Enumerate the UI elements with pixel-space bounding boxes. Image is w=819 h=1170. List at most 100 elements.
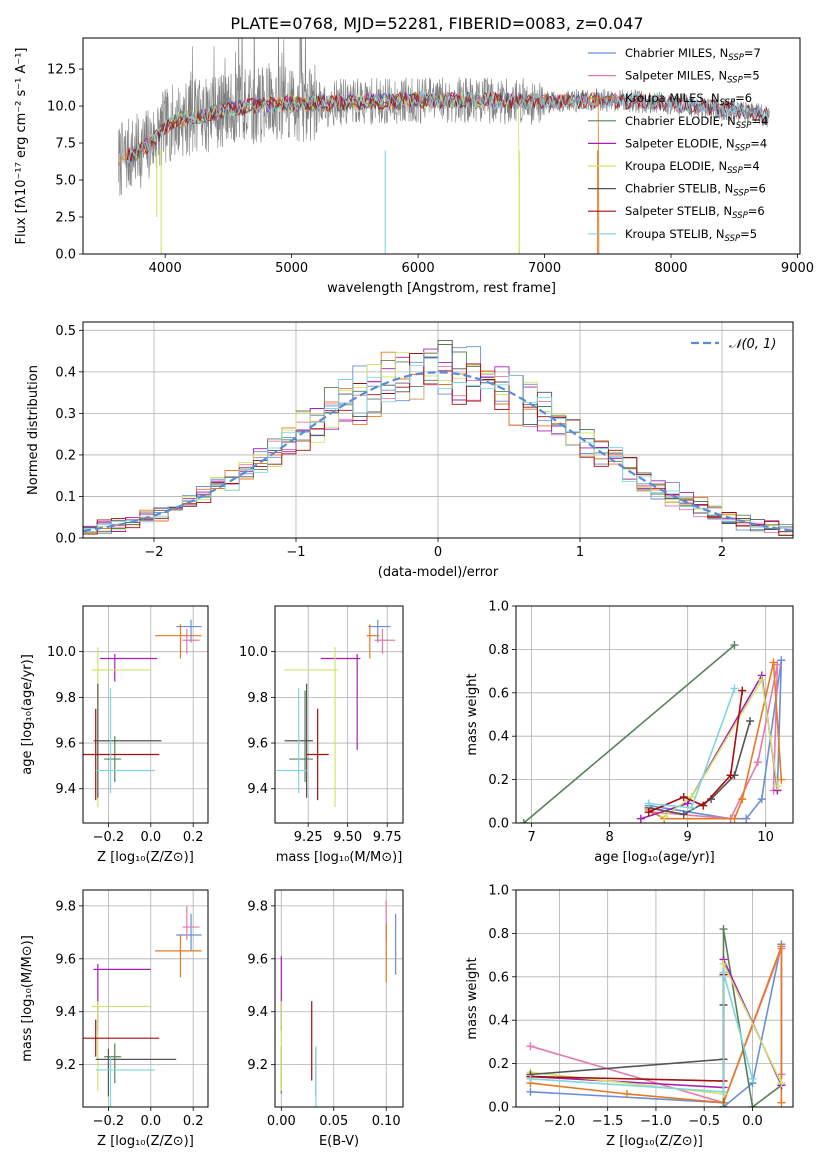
axes-frame <box>82 889 209 1108</box>
x-tick-label: 8000 <box>654 261 687 276</box>
y-tick-label: 9.4 <box>247 1005 268 1020</box>
weight-marker <box>719 968 728 977</box>
y-tick-label: 0.8 <box>488 927 509 942</box>
y-tick-label: 0.2 <box>488 1057 509 1072</box>
x-tick-label: 9.25 <box>294 830 323 845</box>
weight-line-salpeter-elodie <box>640 672 779 820</box>
weight-line-kroupa-miles <box>648 662 783 820</box>
plot-area <box>117 38 770 254</box>
x-tick-label: 8 <box>605 830 613 845</box>
y-tick-label: 0.8 <box>488 643 509 658</box>
legend: Chabrier MILES, NSSP=7 Salpeter MILES, NS… <box>588 46 768 244</box>
y-tick-label: 0.5 <box>55 324 76 339</box>
axes-frame <box>82 605 209 824</box>
axes-frame <box>515 605 794 824</box>
legend-entry: Chabrier MILES, NSSP=7 <box>625 46 761 63</box>
histogram-kroupa-stelib <box>83 352 793 534</box>
weight-marker <box>687 803 696 812</box>
weight-marker <box>526 1042 535 1051</box>
x-axis-label: wavelength [Angstrom, rest frame] <box>327 281 556 296</box>
panel-spectrum: 4000 5000 6000 7000 8000 9000 0.0 2.5 5.0 7.5 10.0… <box>14 37 814 296</box>
axes-frame <box>274 605 404 824</box>
y-tick-label: 0.3 <box>55 407 76 422</box>
y-tick-label: 0.6 <box>488 686 509 701</box>
y-tick-label: 12.5 <box>47 63 76 78</box>
plot-area <box>83 339 793 537</box>
weight-marker <box>748 1103 757 1107</box>
y-tick-label: 5.0 <box>55 174 76 189</box>
x-axis-label: age [log₁₀(age/yr)] <box>594 850 715 865</box>
y-tick-label: 9.6 <box>55 737 76 752</box>
x-tick-label: 4000 <box>149 261 182 276</box>
y-tick-label: 2.5 <box>55 211 76 226</box>
y-tick-label: 0.0 <box>55 248 76 263</box>
figure-title: PLATE=0768, MJD=52281, FIBERID=0083, z=0… <box>230 14 643 33</box>
legend-entry: Kroupa ELODIE, NSSP=4 <box>625 159 760 176</box>
weight-marker <box>753 758 762 767</box>
x-tick-label: 0.2 <box>183 1114 204 1129</box>
weight-marker <box>746 717 755 726</box>
weight-marker <box>730 641 739 650</box>
y-tick-label: 10.0 <box>47 100 76 115</box>
x-tick-label: 9.75 <box>373 830 402 845</box>
weight-marker <box>679 810 688 819</box>
y-axis-label: Normed distribution <box>26 365 41 495</box>
weight-marker <box>757 795 766 804</box>
weight-marker <box>719 1103 728 1107</box>
y-axis-label: age [log₁₀(age/yr)] <box>20 654 35 775</box>
weight-line-chabrier-stelib <box>648 720 751 816</box>
weight-marker <box>719 1087 728 1096</box>
y-tick-label: 0.6 <box>488 970 509 985</box>
y-tick-label: 0.2 <box>55 448 76 463</box>
x-tick-label: 0.0 <box>140 830 161 845</box>
x-tick-label: 0.2 <box>183 830 204 845</box>
x-tick-label: −0.5 <box>688 1114 720 1129</box>
axes-frame <box>82 321 794 539</box>
panel-mass_vs_age: 9.25 9.50 9.75 9.4 9.6 9.8 10.0 mass [log₁₀(M/M… <box>239 605 404 865</box>
y-tick-label: 9.6 <box>247 952 268 967</box>
weight-marker <box>730 814 739 823</box>
x-tick-label: 0.0 <box>742 1114 763 1129</box>
panel-Z_vs_weight: −2.0 −1.5 −1.0 −0.5 0.0 0.0 0.2 0.4 0.6 0.8 1.0 Z [… <box>465 884 794 1149</box>
weight-marker <box>719 959 728 968</box>
x-tick-label: −1.5 <box>592 1114 624 1129</box>
weight-marker <box>622 1089 631 1098</box>
weight-marker <box>777 1079 786 1088</box>
x-tick-label: −2.0 <box>544 1114 576 1129</box>
weight-marker <box>719 925 728 934</box>
y-tick-label: 7.5 <box>55 137 76 152</box>
weight-marker <box>636 814 645 823</box>
y-tick-label: 9.4 <box>55 782 76 797</box>
y-tick-label: 1.0 <box>488 600 509 615</box>
x-tick-label: 1 <box>576 545 584 560</box>
weight-marker <box>526 1074 535 1083</box>
weight-marker <box>683 799 692 808</box>
x-axis-label: Z [log₁₀(Z/Z⊙)] <box>97 850 194 865</box>
x-tick-label: 10 <box>757 830 774 845</box>
y-tick-label: 9.2 <box>55 1058 76 1073</box>
y-tick-label: 9.6 <box>247 737 268 752</box>
legend-entry: Salpeter MILES, NSSP=5 <box>625 69 760 86</box>
weight-marker <box>730 684 739 693</box>
y-tick-label: 9.8 <box>247 899 268 914</box>
y-tick-label: 0.4 <box>488 730 509 745</box>
y-axis-label: mass weight <box>465 673 480 755</box>
plot-area <box>519 641 786 823</box>
weight-marker <box>738 686 747 695</box>
x-tick-label: 9.50 <box>333 830 362 845</box>
weight-marker <box>757 675 766 684</box>
weight-marker <box>699 801 708 810</box>
weight-marker <box>679 792 688 801</box>
y-tick-label: 9.8 <box>55 691 76 706</box>
x-tick-label: 7000 <box>528 261 561 276</box>
weight-marker <box>644 808 653 817</box>
legend-entry: Kroupa MILES, NSSP=6 <box>625 91 752 108</box>
model-spectrum-kroupa-stelib <box>126 90 769 164</box>
weight-marker <box>726 771 735 780</box>
axes-frame <box>82 37 801 255</box>
plot-area <box>83 905 202 1107</box>
y-tick-label: 9.4 <box>55 1005 76 1020</box>
x-tick-label: 0.0 <box>140 1114 161 1129</box>
y-tick-label: 0.4 <box>488 1014 509 1029</box>
weight-marker <box>777 775 786 784</box>
